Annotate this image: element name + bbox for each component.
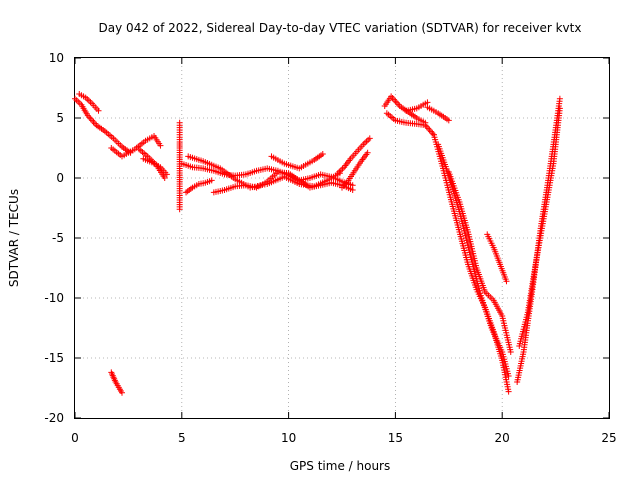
data-point [118,389,125,396]
data-series [484,231,510,285]
data-point [505,373,512,379]
x-tick-label: 25 [601,431,616,445]
y-tick-label: -10 [44,291,64,305]
data-series [334,135,373,177]
data-series [339,149,371,191]
data-point [349,187,356,193]
data-series [108,369,125,396]
data-series [268,151,326,172]
data-point [556,105,563,112]
data-point [507,349,514,355]
data-point [505,388,512,395]
data-points [72,91,563,396]
data-series [516,105,563,349]
data-series [435,141,512,379]
x-tick-label: 15 [388,431,403,445]
x-tick-label: 10 [281,431,296,445]
data-series [76,91,102,114]
grid [75,58,609,418]
data-series [424,104,452,124]
data-series [183,177,215,196]
x-tick-label: 20 [495,431,510,445]
y-tick-label: 0 [56,171,64,185]
data-point [157,142,164,149]
plot-frame [74,57,610,419]
data-point [445,117,452,124]
y-tick-label: -5 [52,231,64,245]
data-point [503,278,510,285]
data-series [381,93,429,126]
y-tick-label: 5 [56,111,64,125]
chart-title: Day 042 of 2022, Sidereal Day-to-day VTE… [99,21,582,35]
data-point [319,151,326,157]
y-tick-label: 10 [49,51,64,65]
data-point [556,95,563,102]
y-axis-label: SDTVAR / TECUs [7,189,21,287]
axis-ticks: 0 5 10 15 20 25 -20 -15 -10 -5 0 5 10 [44,51,616,445]
data-point [161,175,168,181]
x-axis-label: GPS time / hours [290,459,391,473]
data-series [72,95,134,156]
x-tick-label: 5 [178,431,186,445]
data-series [176,119,183,213]
data-series [445,169,514,355]
x-tick-label: 0 [71,431,79,445]
data-point [95,107,102,114]
data-point [364,149,371,156]
y-tick-label: -15 [44,351,64,365]
data-series [108,133,164,160]
data-series [140,155,170,178]
data-point [366,135,373,142]
data-point [208,177,215,184]
data-point [176,206,183,213]
y-tick-label: -20 [44,411,64,425]
data-series [210,169,356,196]
data-point [163,171,170,178]
